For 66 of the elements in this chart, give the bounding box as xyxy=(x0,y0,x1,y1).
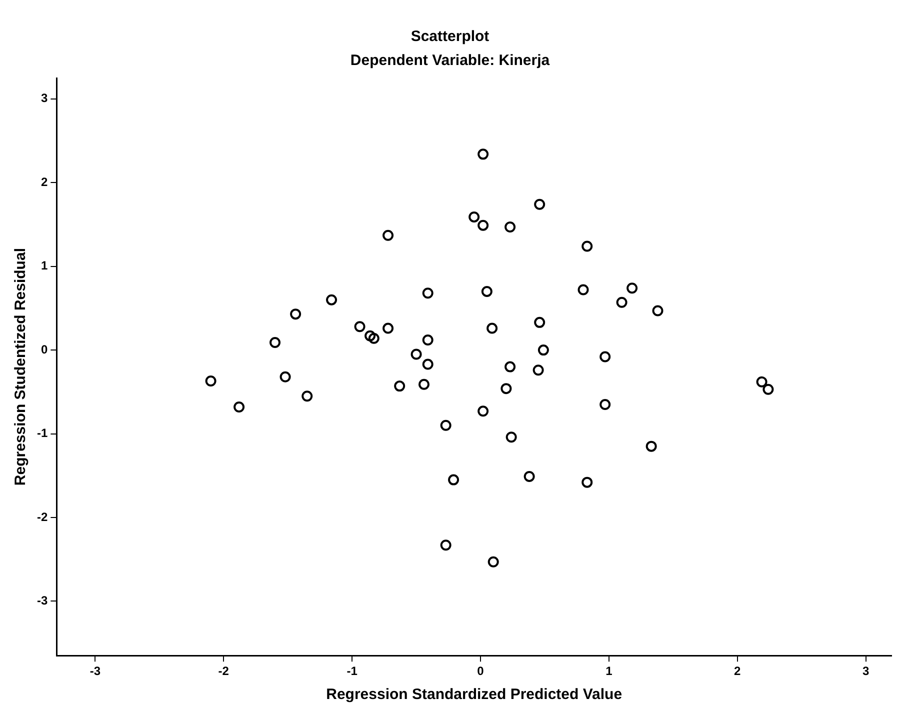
point xyxy=(478,148,489,160)
point xyxy=(302,390,313,402)
y-tick-label: 0 xyxy=(40,342,48,356)
point xyxy=(506,432,517,443)
point xyxy=(290,308,302,320)
y-axis-title: Regression Studentized Residual xyxy=(12,248,30,486)
x-tick-label: 2 xyxy=(734,664,742,678)
point xyxy=(364,330,376,342)
point xyxy=(382,230,394,241)
point xyxy=(538,344,549,356)
point xyxy=(382,322,394,334)
x-tick-label: 1 xyxy=(606,664,613,678)
point xyxy=(504,361,516,372)
point xyxy=(354,321,366,332)
point xyxy=(448,474,460,486)
point xyxy=(422,334,434,346)
point xyxy=(486,322,498,334)
x-tick-label: -3 xyxy=(90,664,101,678)
y-tick-label: 3 xyxy=(40,91,48,106)
point xyxy=(532,364,544,376)
point xyxy=(504,222,516,233)
point xyxy=(600,351,611,362)
point xyxy=(422,358,434,370)
point xyxy=(578,284,589,296)
y-tick-label: -3 xyxy=(37,594,48,608)
point xyxy=(534,316,546,328)
point xyxy=(481,286,492,297)
point xyxy=(616,296,628,308)
point xyxy=(756,376,768,388)
point xyxy=(280,371,291,382)
point xyxy=(422,288,434,299)
x-axis-title: Regression Standardized Predicted Value xyxy=(326,686,622,704)
x-tick-label: -2 xyxy=(218,664,230,678)
point xyxy=(478,220,489,231)
x-tick-label: 3 xyxy=(862,664,870,678)
point xyxy=(534,198,546,210)
point xyxy=(205,376,216,387)
point xyxy=(582,240,593,252)
point xyxy=(410,348,422,360)
point xyxy=(582,476,593,488)
y-tick-label: 1 xyxy=(40,258,48,273)
chart-title: Scatterplot xyxy=(410,28,490,46)
point xyxy=(270,337,281,348)
y-tick-label: 2 xyxy=(40,174,48,189)
point xyxy=(394,380,406,392)
chart-subtitle: Dependent Variable: Kinerja xyxy=(350,52,550,70)
point xyxy=(418,378,430,390)
point xyxy=(500,383,512,394)
y-tick-label: -1 xyxy=(37,426,48,440)
point xyxy=(440,540,452,551)
point xyxy=(600,398,611,410)
point xyxy=(440,420,452,431)
point xyxy=(762,384,774,395)
point xyxy=(468,211,480,222)
x-tick-label: -1 xyxy=(346,664,358,678)
y-tick-label: -2 xyxy=(37,510,48,524)
point xyxy=(626,282,638,294)
point xyxy=(524,470,535,482)
point xyxy=(478,406,489,417)
point xyxy=(368,332,380,344)
point xyxy=(326,294,338,306)
x-tick-label: 0 xyxy=(477,664,484,678)
point xyxy=(652,305,664,316)
point xyxy=(646,440,657,452)
point xyxy=(234,401,245,412)
point xyxy=(488,556,499,568)
